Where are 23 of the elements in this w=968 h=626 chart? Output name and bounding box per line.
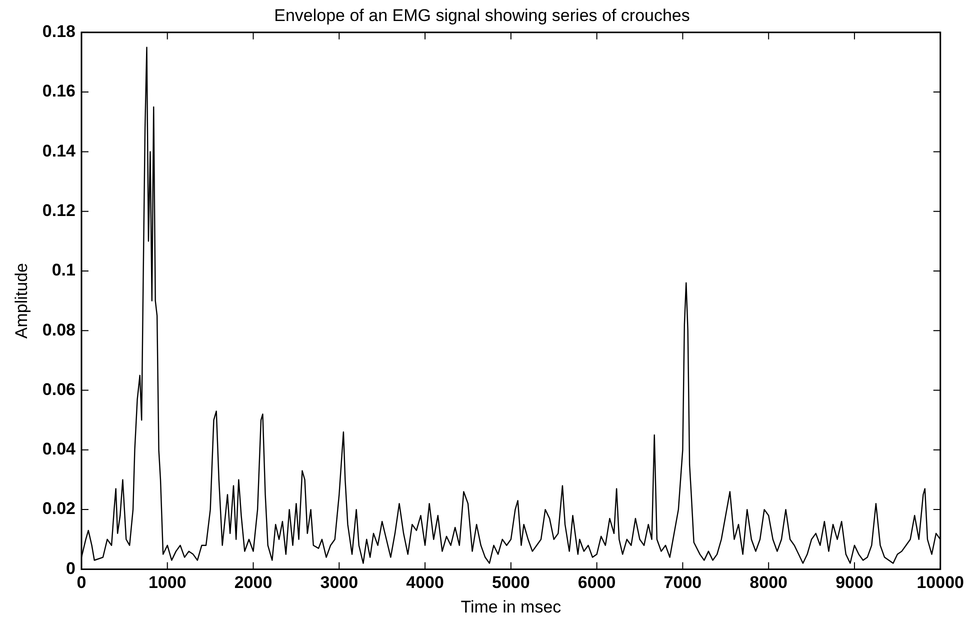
- chart-title: Envelope of an EMG signal showing series of crouches: [274, 6, 690, 25]
- y-axis-title: Amplitude: [12, 262, 31, 339]
- y-tick-label: 0.14: [42, 141, 76, 160]
- x-tick-label: 3000: [320, 573, 358, 592]
- y-tick-label: 0.1: [52, 260, 76, 280]
- x-tick-label: 2000: [234, 573, 272, 592]
- x-tick-label: 7000: [664, 573, 702, 592]
- x-tick-label: 9000: [836, 573, 874, 592]
- y-tick-label: 0.06: [42, 380, 76, 399]
- y-tick-label: 0.18: [42, 22, 76, 42]
- x-tick-label: 6000: [578, 573, 616, 592]
- x-tick-label: 4000: [406, 573, 444, 592]
- x-tick-label: 8000: [750, 573, 788, 592]
- x-tick-label: 5000: [492, 573, 530, 592]
- y-tick-label: 0.02: [42, 499, 76, 518]
- y-tick-label: 0.16: [42, 82, 76, 101]
- x-tick-label: 10000: [916, 573, 964, 592]
- y-tick-label: 0.12: [42, 201, 76, 220]
- x-axis-title: Time in msec: [460, 597, 562, 616]
- x-tick-label: 1000: [148, 573, 186, 592]
- y-tick-label: 0: [66, 558, 76, 578]
- y-tick-label: 0.08: [42, 320, 76, 340]
- y-tick-label: 0.04: [42, 440, 76, 459]
